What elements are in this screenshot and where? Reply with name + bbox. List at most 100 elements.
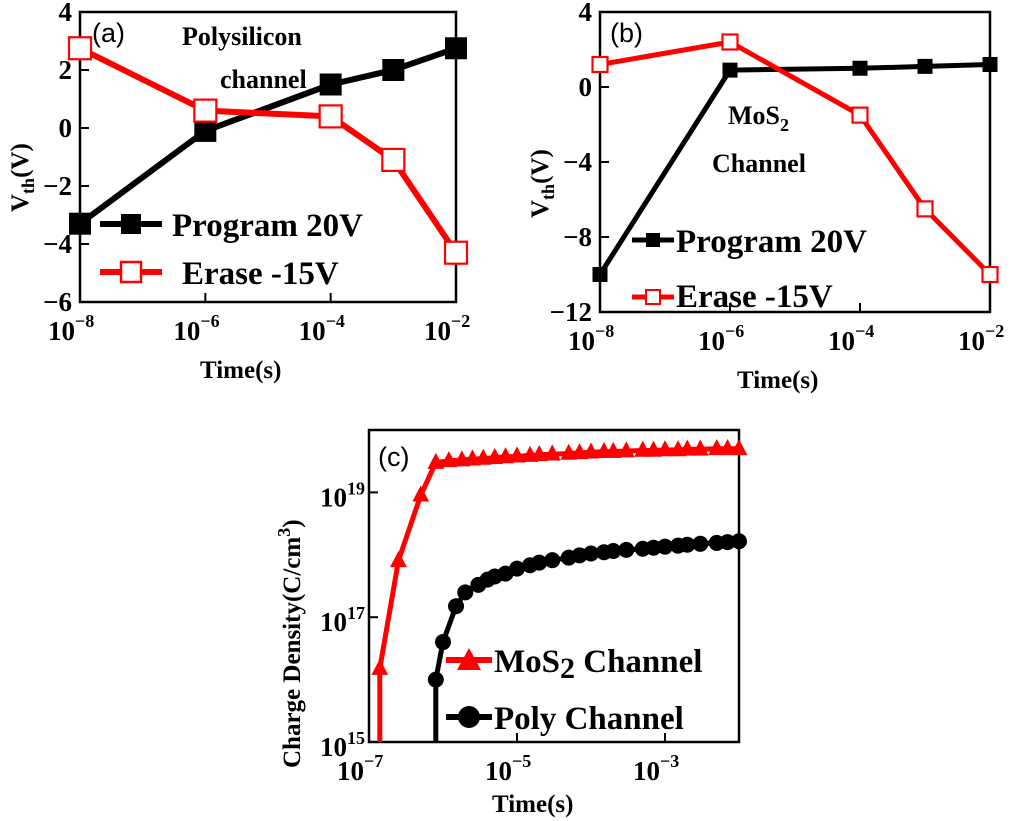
data-point [371, 658, 389, 675]
data-point [427, 452, 445, 469]
legend-erase-marker [119, 260, 143, 284]
data-point [530, 445, 548, 462]
data-point [982, 57, 998, 72]
x-tick-label: 10−4 [828, 321, 874, 356]
data-point [427, 671, 444, 688]
legend-poly-label: Poly Channel [494, 701, 684, 737]
legend-program-label: Program 20V [172, 208, 363, 244]
data-point [591, 55, 609, 74]
data-point [679, 536, 696, 553]
x-tick-label: 10−3 [633, 751, 679, 786]
legend-erase-label: Erase -15V [182, 256, 339, 292]
panel-c-frame [367, 428, 741, 744]
data-point [851, 106, 869, 124]
data-point [457, 584, 474, 601]
panel-b: (b) MoS2 Channel 10−8 10−6 10−4 10−2 4 0 −4 −8 −… [527, 0, 1004, 394]
data-point [656, 440, 674, 457]
data-point [318, 104, 343, 129]
panel-b-xlabel: Time(s) [737, 367, 818, 394]
data-point [448, 598, 465, 615]
panel-b-axes: 10−8 10−6 10−4 10−2 4 0 −4 −8 −12 [550, 0, 1005, 356]
panel-b-label: (b) [610, 18, 643, 48]
y-tick-label: 1015 [320, 728, 365, 762]
legend-program-label-b: Program 20V [676, 224, 867, 260]
data-point [852, 60, 868, 76]
legend-poly-marker [458, 706, 480, 728]
data-point [645, 539, 662, 556]
x-tick-label: 10−8 [48, 311, 94, 346]
panel-a-frame [78, 10, 458, 304]
data-point [582, 442, 600, 459]
data-point [193, 98, 218, 123]
data-point [509, 560, 525, 577]
data-point [69, 212, 91, 235]
data-point [67, 36, 93, 61]
y-tick-label: −12 [550, 297, 592, 327]
data-point [618, 541, 635, 558]
data-point [691, 439, 709, 456]
panel-a-legend: Program 20V Erase -15V [100, 208, 363, 292]
data-point [657, 538, 673, 555]
legend-program-marker [121, 214, 141, 234]
panel-b-legend: Program 20V Erase -15V [632, 224, 867, 315]
data-point [981, 265, 999, 284]
legend-mos2-marker [457, 648, 481, 670]
x-tick-label: 10−8 [568, 321, 614, 356]
data-point [435, 634, 451, 651]
data-point [617, 441, 635, 458]
data-point [916, 200, 934, 218]
y-tick-label: 4 [579, 0, 593, 27]
panel-b-ylabel: Vth(V) [527, 149, 558, 218]
y-tick-label: −6 [43, 287, 72, 317]
x-tick-label: 10−6 [698, 321, 744, 356]
x-tick-label: 10−2 [958, 321, 1004, 356]
panel-b-series [591, 33, 999, 284]
panel-a-series [67, 36, 469, 265]
data-point [381, 147, 406, 172]
data-point [543, 444, 561, 461]
data-point [194, 119, 217, 142]
data-point [508, 446, 526, 463]
data-point [544, 552, 561, 569]
legend-erase-marker-b [645, 289, 661, 305]
panel-b-annotation-line2: Channel [712, 149, 806, 178]
y-tick-label: −4 [563, 147, 592, 177]
data-point [319, 73, 342, 96]
panel-a: (a) Polysilicon channel 10−8 10−6 10−4 10−2… [7, 0, 470, 384]
data-point [722, 62, 738, 78]
data-point [719, 534, 736, 551]
panel-c-axes: 10−7 10−5 10−3 1019 1017 1015 [320, 478, 679, 786]
data-point [445, 37, 467, 60]
y-tick-label: −8 [563, 222, 592, 252]
panel-c-legend: MoS2 Channel Poly Channel [446, 644, 702, 737]
panel-c: (c) 10−7 10−5 10−3 1019 1017 1015 MoS2 Channe… [274, 428, 748, 818]
y-tick-label: 2 [59, 55, 73, 85]
panel-c-ylabel: Charge Density(C/cm3) [274, 519, 306, 768]
panel-c-xlabel: Time(s) [492, 791, 573, 818]
data-point [731, 533, 747, 550]
legend-program-marker-b [646, 233, 660, 247]
data-point [719, 438, 736, 456]
y-tick-label: 0 [579, 72, 593, 102]
data-point [678, 439, 696, 456]
data-point [531, 554, 548, 571]
data-point [474, 448, 492, 465]
data-point [605, 543, 622, 560]
data-point [443, 240, 469, 265]
panel-b-annotation-line1: MoS2 [728, 101, 789, 135]
panel-a-label: (a) [92, 18, 125, 48]
data-point [390, 551, 407, 568]
panel-a-xlabel: Time(s) [200, 357, 281, 384]
panel-a-ylabel: Vth(V) [7, 143, 38, 212]
data-point [721, 33, 739, 51]
x-tick-label: 10−2 [424, 311, 470, 346]
data-point [604, 441, 622, 458]
panel-a-axes: 10−8 10−6 10−4 10−2 4 2 0 −2 −4 −6 [43, 0, 470, 346]
legend-erase-label-b: Erase -15V [676, 279, 833, 315]
x-tick-label: 10−7 [337, 751, 383, 786]
legend-mos2-label: MoS2 Channel [494, 644, 702, 685]
y-tick-label: 0 [59, 113, 73, 143]
data-point [917, 58, 933, 74]
y-tick-label: 1019 [320, 478, 365, 512]
